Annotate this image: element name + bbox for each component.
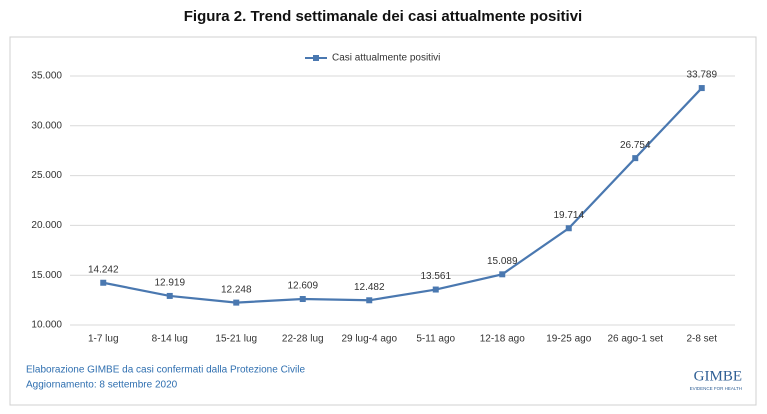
series-line <box>103 87 703 304</box>
logo: GIMBE <box>694 368 742 384</box>
point <box>432 286 439 293</box>
point <box>698 85 705 92</box>
point <box>366 297 373 304</box>
x-tick-label: 22-28 lug <box>282 334 324 345</box>
footer-source: Elaborazione GIMBE da casi confermati da… <box>26 365 305 376</box>
x-tick-label: 19-25 ago <box>546 334 591 345</box>
data-label: 15.089 <box>487 256 518 267</box>
data-label: 12.919 <box>154 278 185 289</box>
x-tick-label: 26 ago-1 set <box>607 334 663 345</box>
x-tick-label: 12-18 ago <box>480 334 525 345</box>
x-tick-label: 5-11 ago <box>416 334 455 345</box>
y-tick-label: 35.000 <box>31 71 62 82</box>
x-tick-label: 29 lug-4 ago <box>341 334 397 345</box>
point <box>299 296 306 303</box>
point <box>632 155 639 162</box>
x-tick-label: 2-8 set <box>686 334 717 345</box>
y-tick-label: 20.000 <box>31 220 62 231</box>
legend-marker <box>313 55 319 61</box>
data-label: 14.242 <box>88 264 119 275</box>
y-tick-label: 15.000 <box>31 270 62 281</box>
point <box>499 271 506 278</box>
chart-frame <box>9 36 757 406</box>
legend-label: Casi attualmente positivi <box>332 53 440 64</box>
data-label: 33.789 <box>686 70 717 81</box>
y-tick-label: 30.000 <box>31 120 62 131</box>
point <box>166 292 173 299</box>
x-tick-label: 8-14 lug <box>152 334 188 345</box>
point <box>233 299 240 306</box>
data-label: 12.482 <box>354 282 385 293</box>
y-tick-label: 25.000 <box>31 170 62 181</box>
data-label: 26.754 <box>620 140 651 151</box>
data-label: 12.609 <box>287 281 318 292</box>
data-label: 13.561 <box>420 271 451 282</box>
data-label: 12.248 <box>221 284 252 295</box>
point <box>565 225 572 232</box>
x-tick-label: 15-21 lug <box>215 334 257 345</box>
footer-update: Aggiornamento: 8 settembre 2020 <box>26 380 178 391</box>
data-label: 19.714 <box>553 210 584 221</box>
chart-title: Figura 2. Trend settimanale dei casi att… <box>184 8 582 25</box>
x-tick-label: 1-7 lug <box>88 334 119 345</box>
logo-tagline: EVIDENCE FOR HEALTH <box>690 386 742 391</box>
y-tick-label: 10.000 <box>31 320 62 331</box>
point <box>100 279 107 286</box>
